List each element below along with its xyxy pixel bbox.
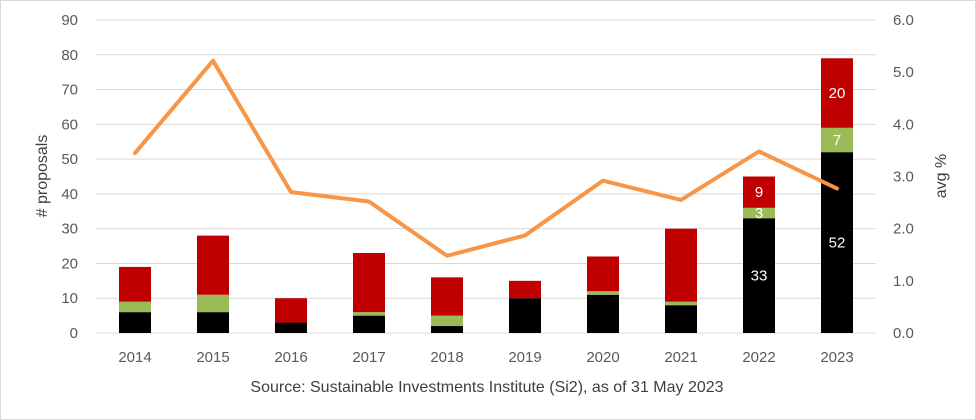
x-tick-label: 2020 — [586, 349, 619, 366]
y-tick-label: 30 — [61, 221, 78, 238]
bar-data-label: 7 — [833, 132, 841, 149]
y-tick-label: 50 — [61, 151, 78, 168]
bar-segment — [665, 305, 697, 333]
y-tick-label: 20 — [61, 255, 78, 272]
bar-segment — [119, 266, 151, 302]
bar-segment — [353, 253, 385, 313]
bar-segment — [743, 207, 775, 219]
bar-segment — [197, 312, 229, 333]
bar-data-label: 33 — [751, 268, 768, 285]
bars — [119, 58, 853, 333]
y-tick-label: 70 — [61, 82, 78, 99]
y-axis-ticks: 0 10 20 30 40 50 60 70 80 90 — [61, 12, 78, 342]
y2-axis-title: avg % — [933, 154, 950, 198]
bar-segment — [587, 256, 619, 292]
x-tick-label: 2021 — [664, 349, 697, 366]
bar-segment — [119, 312, 151, 333]
bar-segment — [431, 277, 463, 316]
x-tick-label: 2022 — [742, 349, 775, 366]
bar-data-label: 20 — [829, 85, 846, 102]
bar-segment — [743, 218, 775, 333]
bar-segment — [587, 291, 619, 295]
x-tick-label: 2018 — [430, 349, 463, 366]
y-axis-title: # proposals — [34, 135, 51, 218]
y-tick-label: 60 — [61, 116, 78, 133]
x-tick-label: 2015 — [196, 349, 229, 366]
bar-segment — [119, 301, 151, 313]
y2-tick-label: 3.0 — [893, 169, 914, 186]
x-tick-label: 2014 — [118, 349, 151, 366]
x-tick-label: 2016 — [274, 349, 307, 366]
y2-tick-label: 5.0 — [893, 64, 914, 81]
bar-data-label: 9 — [755, 184, 763, 201]
y2-tick-label: 4.0 — [893, 116, 914, 133]
y2-tick-label: 0.0 — [893, 325, 914, 342]
bar-segment — [743, 176, 775, 208]
bar-segment — [275, 298, 307, 323]
bar-segment — [509, 280, 541, 299]
avg-line-path — [133, 58, 839, 258]
x-tick-label: 2023 — [820, 349, 853, 366]
x-tick-label: 2017 — [352, 349, 385, 366]
bar-segment — [353, 315, 385, 333]
x-axis-ticks: 2014 2015 2016 2017 2018 2019 2020 2021 2022 2023 — [118, 349, 853, 366]
bar-segment — [821, 58, 853, 128]
source-note: Source: Sustainable Investments Institut… — [250, 379, 723, 396]
bar-segment — [431, 315, 463, 327]
bar-segment — [587, 294, 619, 333]
x-tick-label: 2019 — [508, 349, 541, 366]
y-tick-label: 40 — [61, 186, 78, 203]
bar-segment — [821, 127, 853, 153]
bar-segment — [197, 294, 229, 313]
y2-axis-ticks: 0.0 1.0 2.0 3.0 4.0 5.0 6.0 — [893, 12, 914, 342]
bar-segment — [509, 298, 541, 333]
bar-segment — [431, 326, 463, 333]
bar-segment — [275, 322, 307, 333]
y-tick-label: 0 — [70, 325, 78, 342]
y2-tick-label: 2.0 — [893, 221, 914, 238]
y2-tick-label: 6.0 — [893, 12, 914, 29]
bar-segment — [197, 235, 229, 295]
y-tick-label: 80 — [61, 47, 78, 64]
bar-data-label: 52 — [829, 235, 846, 252]
bar-segment — [353, 312, 385, 316]
bar-segment — [665, 301, 697, 306]
avg-line — [133, 58, 839, 258]
y-tick-label: 10 — [61, 290, 78, 307]
bar-segment — [665, 228, 697, 302]
y2-tick-label: 1.0 — [893, 273, 914, 290]
bar-data-label: 3 — [755, 205, 763, 222]
y-tick-label: 90 — [61, 12, 78, 29]
